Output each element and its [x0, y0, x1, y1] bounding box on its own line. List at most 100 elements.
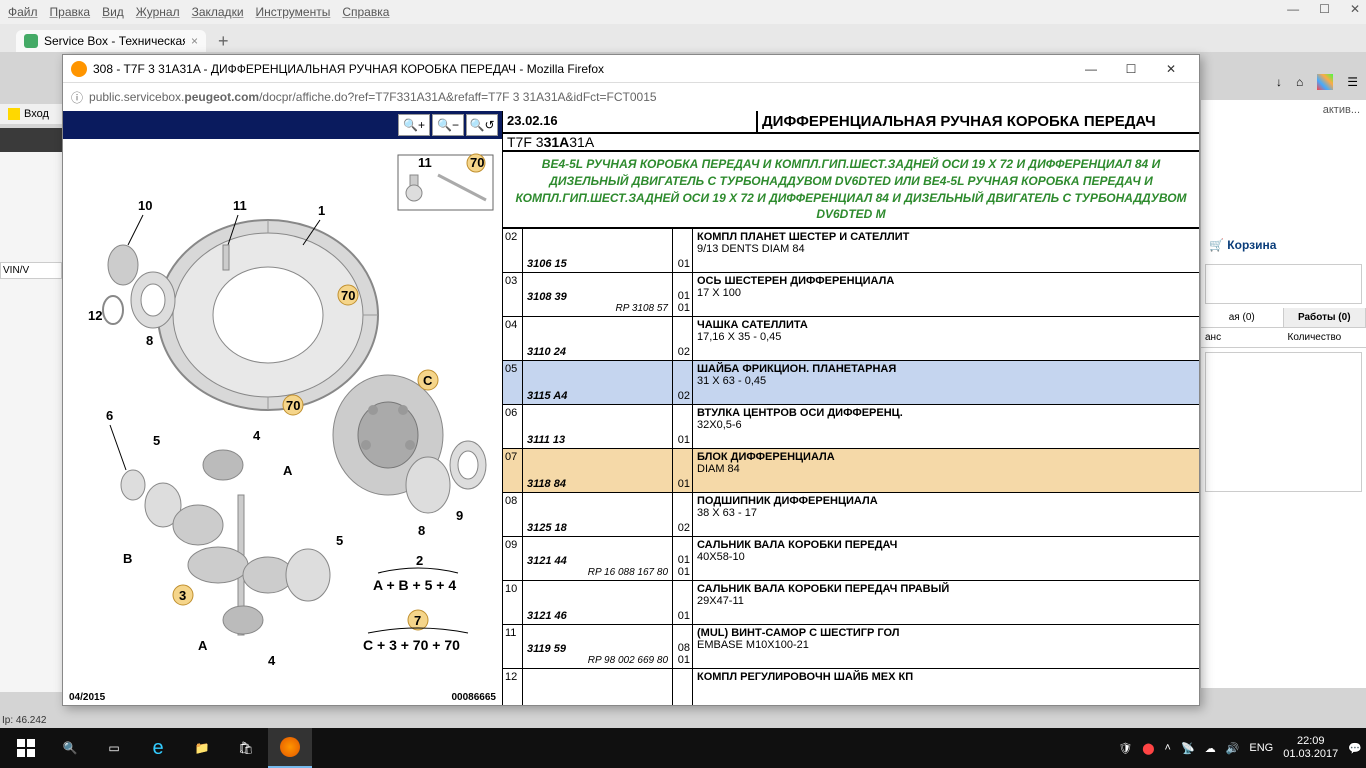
- part-desc: КОМПЛ ПЛАНЕТ ШЕСТЕР И САТЕЛЛИТ9/13 DENTS…: [693, 229, 1199, 272]
- outer-toolbar-right: ↓ ⌂ ☰: [1276, 74, 1358, 90]
- firefox-taskbar-icon[interactable]: [268, 728, 312, 768]
- menu-history[interactable]: Журнал: [136, 5, 180, 19]
- address-text[interactable]: public.servicebox.peugeot.com/docpr/affi…: [89, 90, 1191, 104]
- tray-notifications-icon[interactable]: 💬: [1348, 742, 1362, 755]
- svg-text:70: 70: [286, 398, 300, 413]
- cart-tab-1[interactable]: ая (0): [1201, 308, 1284, 327]
- part-row[interactable]: 033108 39RP 3108 570101ОСЬ ШЕСТЕРЕН ДИФФ…: [503, 273, 1199, 317]
- cart-sidebar: 🛒 Корзина ая (0) Работы (0) анс Количест…: [1200, 100, 1366, 688]
- minimize-button[interactable]: —: [1071, 57, 1111, 81]
- outer-minimize[interactable]: —: [1287, 2, 1299, 16]
- svg-text:11: 11: [418, 155, 432, 170]
- tray-shield-icon[interactable]: 🛡: [1118, 742, 1132, 755]
- diagram-footer: 04/2015 00086665: [63, 690, 502, 705]
- header-date: 23.02.16: [503, 111, 758, 132]
- part-num: 10: [503, 581, 523, 624]
- outer-close[interactable]: ✕: [1350, 2, 1360, 16]
- part-ref: [523, 669, 673, 705]
- part-row[interactable]: 103121 4601САЛЬНИК ВАЛА КОРОБКИ ПЕРЕДАЧ …: [503, 581, 1199, 625]
- search-icon[interactable]: 🔍: [48, 728, 92, 768]
- start-button[interactable]: [4, 728, 48, 768]
- store-icon[interactable]: 🛍: [224, 728, 268, 768]
- part-desc: ПОДШИПНИК ДИФФЕРЕНЦИАЛА38 X 63 - 17: [693, 493, 1199, 536]
- new-tab-button[interactable]: +: [218, 31, 229, 52]
- diagram-number: 00086665: [452, 692, 497, 703]
- part-desc: ШАЙБА ФРИКЦИОН. ПЛАНЕТАРНАЯ31 X 63 - 0,4…: [693, 361, 1199, 404]
- menu-tools[interactable]: Инструменты: [256, 5, 331, 19]
- menu-bookmarks[interactable]: Закладки: [192, 5, 244, 19]
- part-qty: 0101: [673, 537, 693, 580]
- outer-tabbar: Service Box - Техническая... × +: [0, 24, 1366, 52]
- info-icon[interactable]: ⓘ: [71, 89, 83, 106]
- part-row[interactable]: 053115 A402ШАЙБА ФРИКЦИОН. ПЛАНЕТАРНАЯ31…: [503, 361, 1199, 405]
- close-button[interactable]: ✕: [1151, 57, 1191, 81]
- tray-lang[interactable]: ENG: [1249, 742, 1273, 754]
- part-row[interactable]: 063111 1301ВТУЛКА ЦЕНТРОВ ОСИ ДИФФЕРЕНЦ.…: [503, 405, 1199, 449]
- cart-tab-2[interactable]: Работы (0): [1284, 308, 1366, 327]
- part-row[interactable]: 043110 2402ЧАШКА САТЕЛЛИТА17,16 X 35 - 0…: [503, 317, 1199, 361]
- part-row[interactable]: 083125 1802ПОДШИПНИК ДИФФЕРЕНЦИАЛА38 X 6…: [503, 493, 1199, 537]
- tray-onedrive-icon[interactable]: ☁: [1205, 742, 1216, 755]
- svg-text:5: 5: [336, 533, 343, 548]
- svg-text:5: 5: [153, 433, 160, 448]
- outer-maximize[interactable]: ☐: [1319, 2, 1330, 16]
- edge-icon[interactable]: e: [136, 728, 180, 768]
- parts-list[interactable]: 023106 1501КОМПЛ ПЛАНЕТ ШЕСТЕР И САТЕЛЛИ…: [503, 229, 1199, 705]
- zoom-out-button[interactable]: 🔍−: [432, 114, 464, 136]
- zoom-reset-button[interactable]: 🔍↺: [466, 114, 498, 136]
- part-qty: 02: [673, 317, 693, 360]
- table-subheader: T7F 3 31A 31A: [503, 134, 1199, 152]
- taskview-icon[interactable]: ▭: [92, 728, 136, 768]
- svg-text:4: 4: [268, 653, 276, 668]
- tab-close-icon[interactable]: ×: [191, 34, 198, 48]
- part-ref: 3121 44RP 16 088 167 80: [523, 537, 673, 580]
- part-desc: БЛОК ДИФФЕРЕНЦИАЛАDIAM 84: [693, 449, 1199, 492]
- systray: 🛡 ⬤ ˄ 📡 ☁ 🔊 ENG 22:09 01.03.2017 💬: [1118, 735, 1362, 761]
- explorer-icon[interactable]: 📁: [180, 728, 224, 768]
- menu-file[interactable]: Файл: [8, 5, 38, 19]
- svg-text:A: A: [283, 463, 293, 478]
- part-ref: 3119 59RP 98 002 669 80: [523, 625, 673, 668]
- cart-col-2: Количество: [1284, 328, 1366, 347]
- svg-text:B: B: [123, 551, 132, 566]
- part-num: 04: [503, 317, 523, 360]
- download-icon[interactable]: ↓: [1276, 75, 1282, 89]
- svg-text:C: C: [423, 373, 433, 388]
- part-row[interactable]: 023106 1501КОМПЛ ПЛАНЕТ ШЕСТЕР И САТЕЛЛИ…: [503, 229, 1199, 273]
- hamburger-icon[interactable]: ☰: [1347, 75, 1358, 89]
- part-num: 07: [503, 449, 523, 492]
- tray-app-icon[interactable]: ⬤: [1142, 742, 1154, 755]
- part-row[interactable]: 073118 8401БЛОК ДИФФЕРЕНЦИАЛАDIAM 84: [503, 449, 1199, 493]
- part-qty: [673, 669, 693, 705]
- svg-text:A + B + 5 + 4: A + B + 5 + 4: [373, 577, 456, 593]
- home-icon[interactable]: ⌂: [1296, 75, 1303, 89]
- menu-view[interactable]: Вид: [102, 5, 124, 19]
- popup-addrbar: ⓘ public.servicebox.peugeot.com/docpr/af…: [63, 83, 1199, 111]
- tray-network-icon[interactable]: 📡: [1181, 742, 1195, 755]
- maximize-button[interactable]: ☐: [1111, 57, 1151, 81]
- part-row[interactable]: 12КОМПЛ РЕГУЛИРОВОЧН ШАЙБ МЕХ КП: [503, 669, 1199, 705]
- tray-up-icon[interactable]: ˄: [1165, 742, 1171, 754]
- part-row[interactable]: 093121 44RP 16 088 167 800101САЛЬНИК ВАЛ…: [503, 537, 1199, 581]
- bookmark-item[interactable]: Вход: [24, 108, 49, 120]
- browser-tab[interactable]: Service Box - Техническая... ×: [16, 30, 206, 52]
- zoom-in-button[interactable]: 🔍+: [398, 114, 430, 136]
- part-num: 03: [503, 273, 523, 316]
- tab-favicon: [24, 34, 38, 48]
- cart-icon: 🛒: [1209, 238, 1224, 252]
- menu-help[interactable]: Справка: [342, 5, 389, 19]
- part-desc: САЛЬНИК ВАЛА КОРОБКИ ПЕРЕДАЧ40X58-10: [693, 537, 1199, 580]
- bookmark-icon: [8, 108, 20, 120]
- addon-icon[interactable]: [1317, 74, 1333, 90]
- tray-clock[interactable]: 22:09 01.03.2017: [1283, 735, 1338, 761]
- part-row[interactable]: 113119 59RP 98 002 669 800801(MUL) ВИНТ-…: [503, 625, 1199, 669]
- tray-volume-icon[interactable]: 🔊: [1226, 742, 1240, 755]
- part-qty: 01: [673, 449, 693, 492]
- table-header: 23.02.16 ДИФФЕРЕНЦИАЛЬНАЯ РУЧНАЯ КОРОБКА…: [503, 111, 1199, 134]
- part-qty: 01: [673, 405, 693, 448]
- vin-input-truncated[interactable]: VIN/V: [0, 262, 62, 279]
- menu-edit[interactable]: Правка: [50, 5, 91, 19]
- svg-text:C + 3 + 70 + 70: C + 3 + 70 + 70: [363, 637, 460, 653]
- cart-col-1: анс: [1201, 328, 1284, 347]
- part-desc: ОСЬ ШЕСТЕРЕН ДИФФЕРЕНЦИАЛА17 X 100: [693, 273, 1199, 316]
